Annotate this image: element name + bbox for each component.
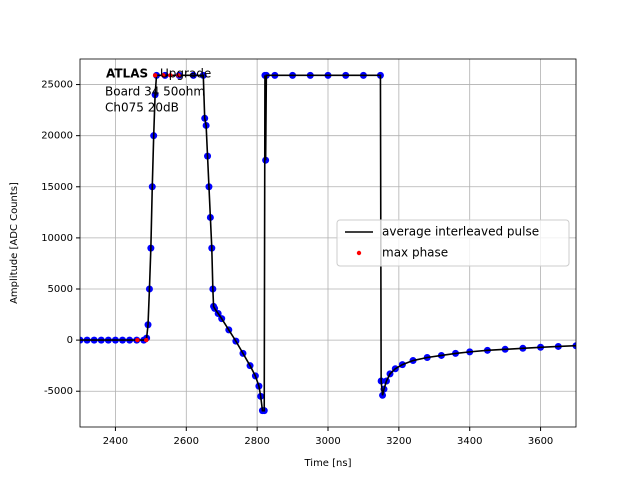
annotation: Ch075 20dB xyxy=(105,101,179,115)
legend-label: average interleaved pulse xyxy=(382,225,539,239)
legend-label: max phase xyxy=(382,246,448,260)
y-tick-label: 15000 xyxy=(41,182,73,193)
annotation: Board 34 50ohm xyxy=(105,85,205,99)
x-tick-label: 3200 xyxy=(386,436,411,447)
max-phase-point xyxy=(176,73,181,78)
x-tick-label: 3600 xyxy=(528,436,553,447)
x-tick-label: 2600 xyxy=(174,436,199,447)
legend-box xyxy=(336,219,570,267)
plot-frame xyxy=(79,58,577,428)
pulse-line xyxy=(80,74,576,412)
annotation: ATLAS xyxy=(106,67,148,81)
max-phase-point xyxy=(168,73,173,78)
legend-swatch xyxy=(356,250,362,256)
y-tick-label: 25000 xyxy=(41,80,73,91)
legend: average interleaved pulse max phase xyxy=(336,219,570,267)
y-tick-label: 10000 xyxy=(41,233,73,244)
x-axis-label: Time [ns] xyxy=(303,458,351,469)
max-phase-point xyxy=(152,73,158,78)
y-tick-label: 5000 xyxy=(48,284,73,295)
max-phase-point xyxy=(161,73,166,78)
max-phase-point xyxy=(135,337,140,343)
y-tick-label: 0 xyxy=(67,335,73,346)
y-axis-label: Amplitude [ADC Counts] xyxy=(9,182,20,304)
y-tick-label: 20000 xyxy=(41,131,73,142)
x-tick-label: 3000 xyxy=(315,436,340,447)
plot-area xyxy=(80,71,576,415)
x-tick-label: 2400 xyxy=(103,436,128,447)
max-phase-point xyxy=(144,337,149,343)
x-tick-label: 3400 xyxy=(457,436,482,447)
annotation: Upgrade xyxy=(160,67,211,81)
y-tick-label: -5000 xyxy=(44,386,73,397)
x-tick-label: 2800 xyxy=(244,436,269,447)
